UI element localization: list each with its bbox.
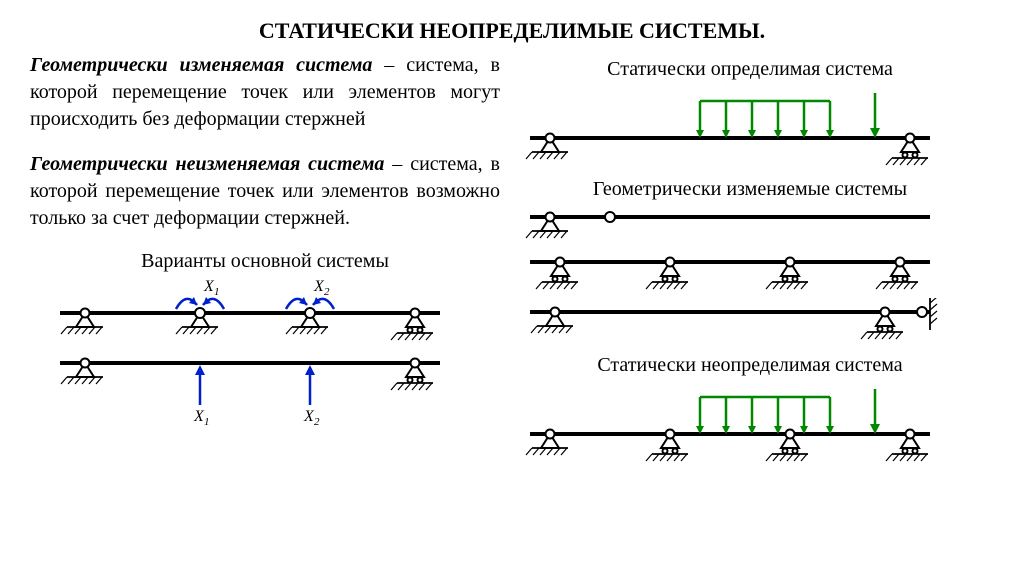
right-column: Статически определимая система Геометрич… bbox=[500, 52, 990, 464]
page-title: СТАТИЧЕСКИ НЕОПРЕДЕЛИМЫЕ СИСТЕМЫ. bbox=[0, 0, 1024, 44]
term-1: Геометрически изменяемая система bbox=[30, 54, 372, 76]
definition-2: Геометрически неизменяемая система – сис… bbox=[30, 151, 500, 232]
left-column: Геометрически изменяемая система – систе… bbox=[30, 52, 500, 464]
definition-1: Геометрически изменяемая система – систе… bbox=[30, 52, 500, 133]
diagram-variant1: X1X2 bbox=[30, 275, 450, 345]
caption-variants: Варианты основной системы bbox=[30, 250, 500, 273]
caption-geom-var: Геометрически изменяемые системы bbox=[510, 178, 990, 201]
caption-stat-det: Статически определимая система bbox=[510, 58, 990, 81]
diagram-geom-var-c bbox=[510, 298, 950, 348]
diagram-stat-indet bbox=[510, 379, 950, 464]
svg-text:2: 2 bbox=[314, 416, 320, 425]
diagram-stat-det bbox=[510, 83, 950, 168]
content: Геометрически изменяемая система – систе… bbox=[0, 44, 1024, 464]
svg-text:1: 1 bbox=[204, 416, 210, 425]
diagram-geom-var-b bbox=[510, 248, 950, 298]
diagram-variant2: X1X2 bbox=[30, 345, 450, 425]
term-2: Геометрически неизменяемая система bbox=[30, 153, 384, 175]
caption-stat-indet: Статически неопределимая система bbox=[510, 354, 990, 377]
diagram-geom-var-a bbox=[510, 203, 950, 248]
svg-text:2: 2 bbox=[324, 286, 330, 298]
svg-text:1: 1 bbox=[214, 286, 220, 298]
